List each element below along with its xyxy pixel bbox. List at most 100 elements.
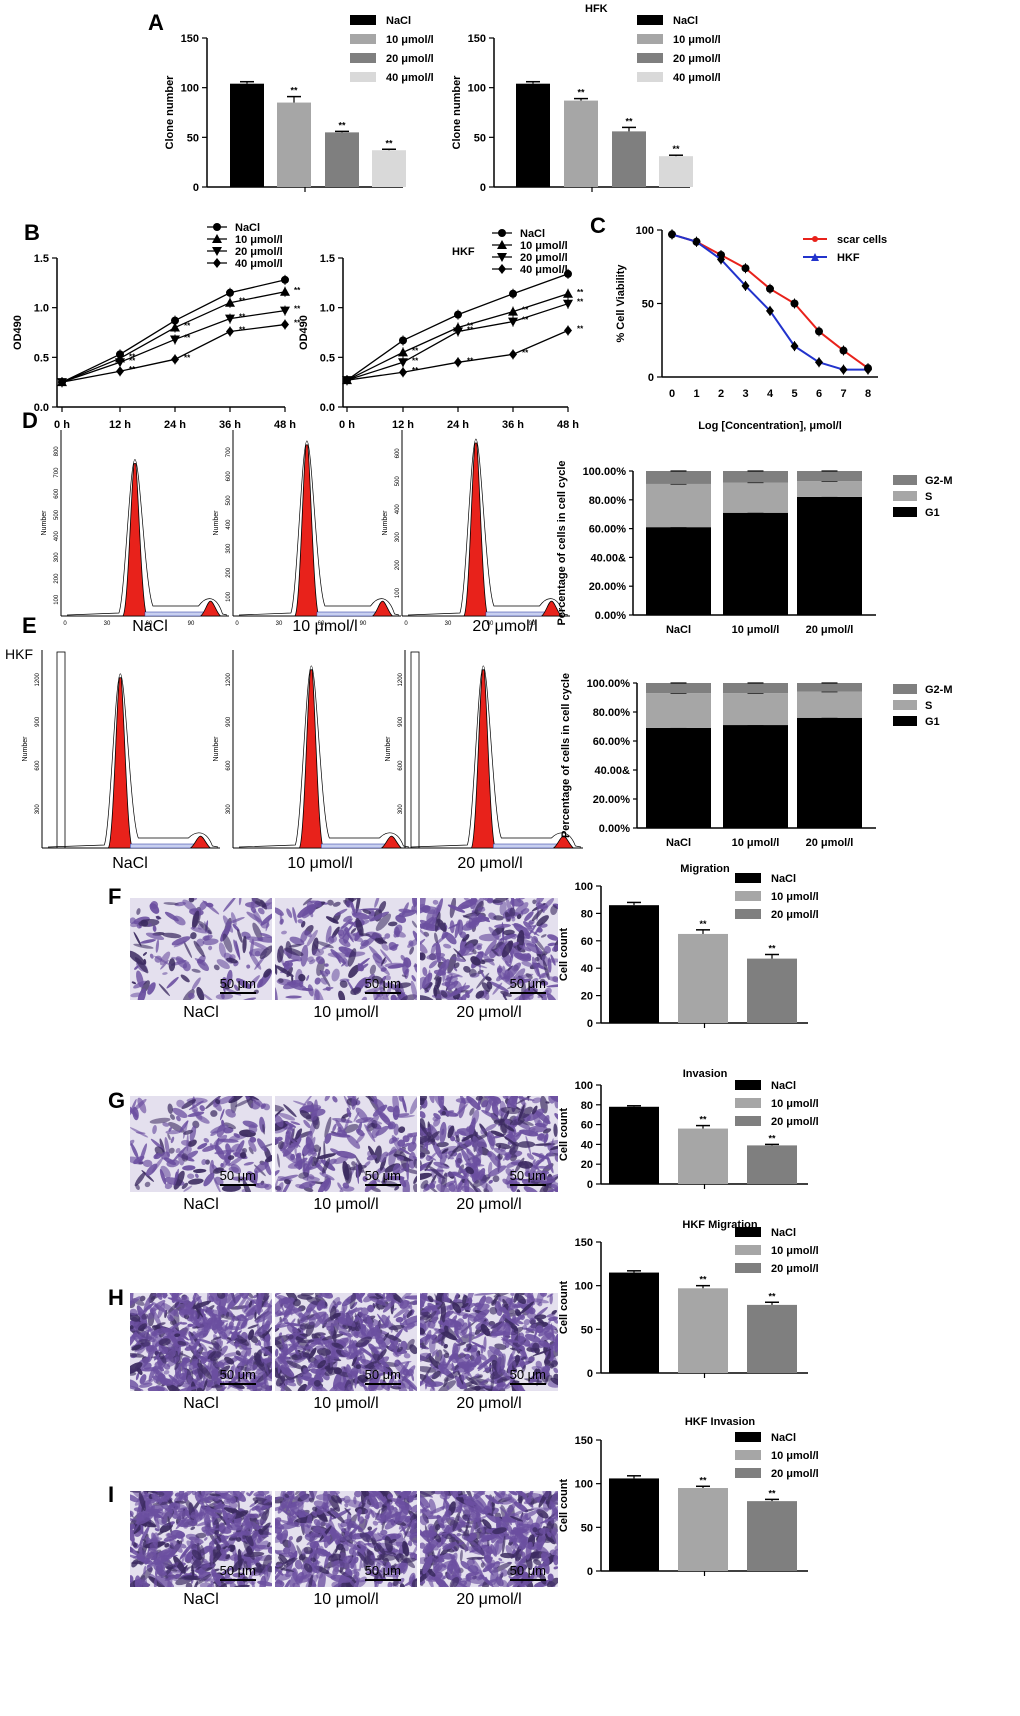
cell [199,1582,213,1587]
micrograph-F-1: 50 μm [275,898,417,1000]
legend-swatch [893,507,917,517]
cell [387,921,398,927]
cell [543,959,550,981]
cell [539,1176,556,1184]
cell [154,1528,160,1532]
micrograph-F-0: 50 μm [130,898,272,1000]
cell [494,923,511,929]
cell [462,1494,475,1510]
cell [422,967,428,977]
cell [479,968,486,979]
cell [279,1364,295,1378]
cell [152,1125,157,1135]
cell [427,1295,434,1303]
cell [229,1365,235,1380]
cell [435,911,441,933]
cell [364,1509,371,1529]
cell [289,1124,294,1133]
cell [287,1540,297,1558]
cell [511,923,524,928]
cell [463,1347,478,1353]
y-tick-label: 100 [395,587,401,598]
g2-peak [372,600,394,617]
cell [310,1557,317,1563]
cell [534,1178,541,1183]
cell [535,1360,543,1369]
cell [257,1339,262,1347]
micrograph-G-1: 50 μm [275,1096,417,1192]
cell [531,936,539,944]
cell [133,943,154,949]
micrograph-label: 10 μmol/l [313,1004,379,1021]
cell [463,1386,486,1391]
bar [747,1501,797,1571]
cell [288,1307,293,1316]
cell [212,1336,222,1340]
cell [516,1096,532,1105]
cell [252,922,263,942]
scale-bar-label: 50 μm [364,1168,401,1183]
cell [202,1528,221,1532]
cell [218,1522,226,1534]
cell [267,1546,272,1554]
cell [329,1350,335,1368]
cell [236,978,252,990]
cell [130,1321,146,1331]
cell [433,1161,450,1169]
cell [443,1370,460,1382]
cell [469,1107,475,1116]
cell [230,1330,238,1341]
x-tick-label: 24 h [447,419,469,431]
cell [282,949,302,962]
cell [414,963,417,973]
cell [281,1491,286,1499]
cell [264,1327,272,1337]
cell [374,960,390,976]
marker-diamond [564,325,572,336]
cell [402,1315,417,1326]
cell [286,1360,304,1370]
cell [538,1527,550,1535]
cell [385,1175,405,1181]
cell [370,1554,376,1562]
cell [204,1537,208,1541]
y-tick-label: 300 [395,532,401,543]
y-tick-label: 900 [398,716,404,727]
x-tick-label: 12 h [109,419,131,431]
cell [499,933,517,941]
y-tick-label: 600 [398,760,404,771]
cell [454,1160,467,1177]
cell [374,1109,387,1119]
cell [482,1519,492,1529]
cell [459,990,470,993]
cell [380,949,393,964]
legend-label: 20 μmol/l [673,53,721,65]
cell [342,1160,350,1181]
cell [215,1359,227,1368]
cell [368,908,375,917]
cell [145,1163,158,1176]
cell [422,1554,433,1575]
cell [549,1138,554,1157]
micrograph-H-2: 50 μm [420,1293,558,1391]
cell [468,1117,476,1138]
cell [458,1130,467,1136]
scale-bar: 50 μm [509,1168,546,1186]
cell [181,1153,189,1162]
cell [253,1170,258,1185]
cell [392,1096,400,1113]
cell [212,1167,224,1174]
cell [167,1356,180,1367]
cell [510,898,524,907]
cell [463,965,471,973]
bar-segment-g2-m [646,683,711,694]
cell [355,898,361,914]
cell [133,931,142,947]
cell [398,909,417,918]
cell [249,951,262,970]
cell [173,1333,181,1338]
y-tick-label: 300 [35,804,41,815]
x-tick-label: 60 [318,621,325,627]
